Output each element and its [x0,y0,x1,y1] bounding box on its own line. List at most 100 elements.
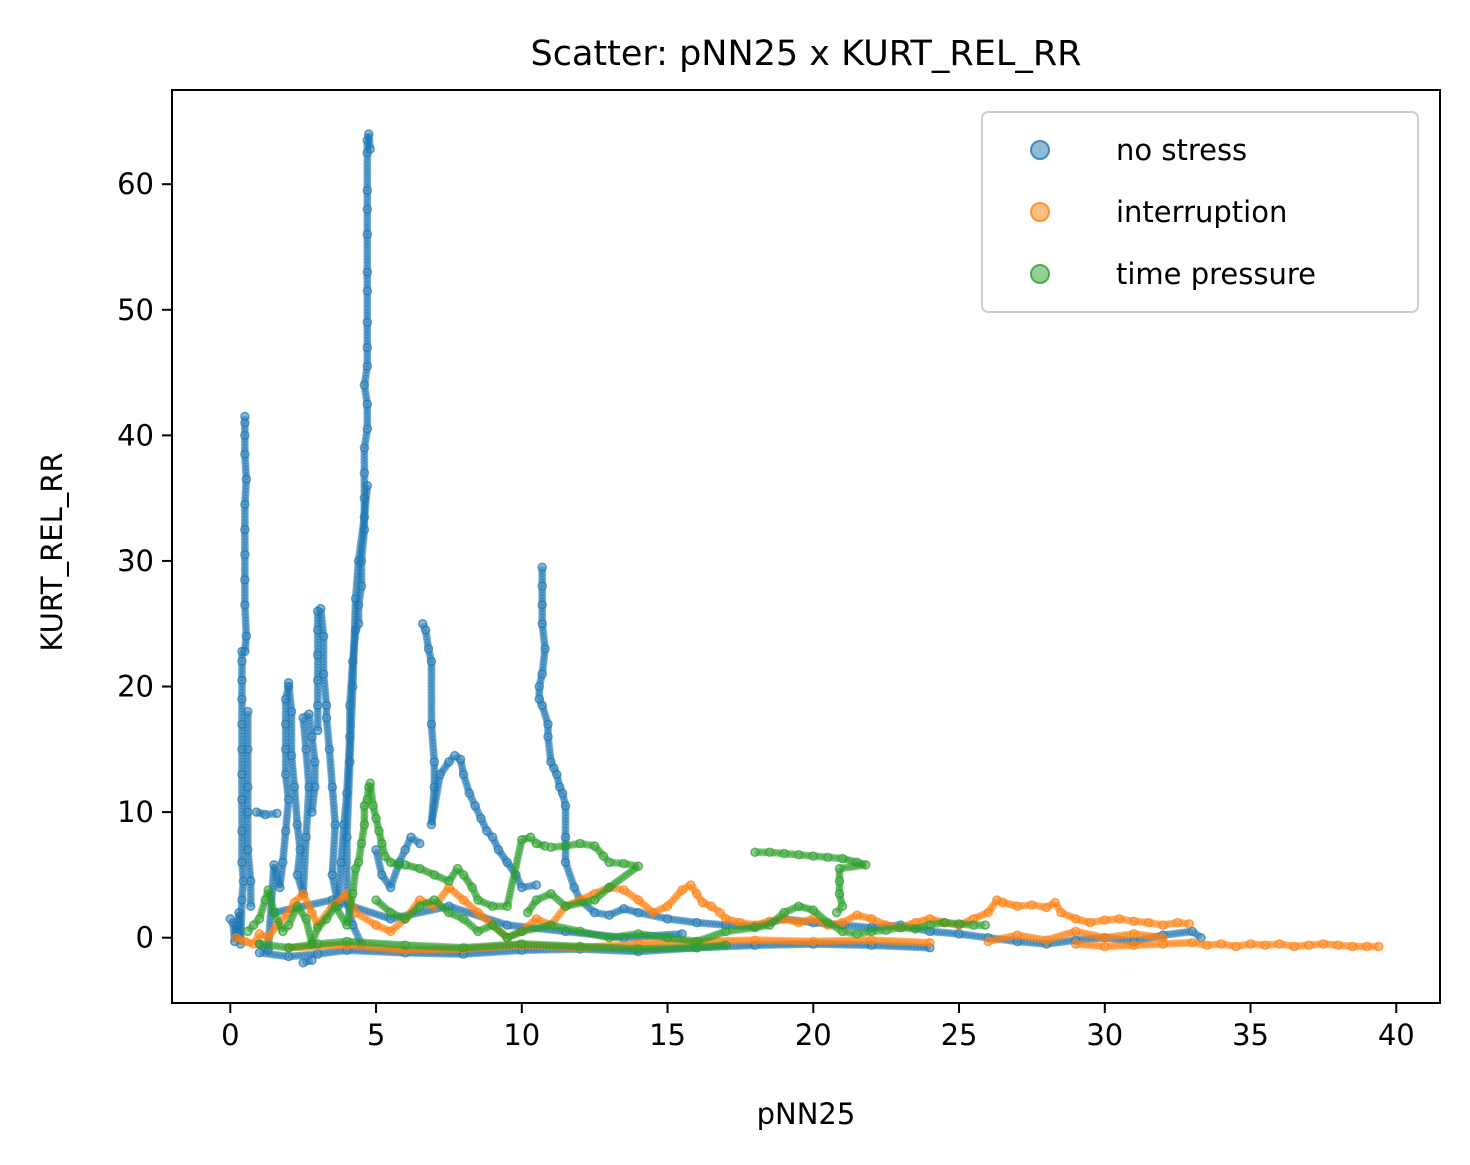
data-point [601,910,610,919]
data-point [322,698,331,707]
data-point [1242,940,1251,949]
data-point [392,860,401,869]
data-point [360,384,369,393]
data-point [322,710,331,719]
data-point [485,830,494,839]
x-tick-label: 0 [221,1018,239,1052]
data-point [528,881,537,890]
data-point [849,929,858,938]
data-point [243,742,252,751]
data-point [551,767,560,776]
data-point [835,905,844,914]
data-point [281,952,290,961]
data-point [544,729,553,738]
data-point [548,761,557,770]
data-point [363,189,372,198]
data-point [1344,942,1353,951]
data-point [1111,915,1120,924]
data-point [977,921,986,930]
data-point [240,434,249,443]
data-point [319,629,328,638]
data-point [243,779,252,788]
data-point [791,850,800,859]
chart-title: Scatter: pNN25 x KURT_REL_RR [530,34,1081,74]
data-point [284,798,293,807]
data-point [310,950,319,959]
data-point [258,809,267,818]
data-point [281,830,290,839]
data-point [1024,901,1033,910]
data-point [1359,942,1368,951]
data-point [616,906,625,915]
data-point [538,616,547,625]
y-tick-label: 20 [117,670,154,704]
data-point [243,842,252,851]
data-point [820,853,829,862]
data-point [1155,920,1164,929]
data-point [239,880,248,889]
data-point [1155,933,1164,942]
data-point [936,919,945,928]
data-point [951,929,960,938]
data-point [1272,940,1281,949]
data-point [557,842,566,851]
data-point [243,804,252,813]
data-point [328,779,337,788]
data-point [538,666,547,675]
data-point [241,604,250,613]
data-point [525,906,534,915]
data-point [1286,941,1295,950]
data-point [922,938,931,947]
data-point [242,635,251,644]
data-point [560,798,569,807]
data-point [631,907,640,916]
data-point [240,503,249,512]
data-point [689,918,698,927]
data-point [1194,931,1203,940]
data-point [538,597,547,606]
data-point [241,453,250,462]
data-point [310,779,319,788]
data-point [365,142,374,151]
x-tick-label: 40 [1378,1018,1415,1052]
data-point [246,924,255,933]
data-point [543,717,552,726]
data-point [360,472,369,481]
data-point [313,704,322,713]
x-axis-label: pNN25 [757,1097,856,1131]
data-point [336,861,345,870]
data-point [343,830,352,839]
y-axis-label: KURT_REL_RR [35,452,69,651]
data-point [363,346,372,355]
data-point [302,748,311,757]
data-point [278,861,287,870]
data-point [238,861,247,870]
data-point [616,859,625,868]
data-point [500,920,509,929]
data-point [310,754,319,763]
data-point [561,830,570,839]
data-point [240,421,249,430]
data-point [1170,919,1179,928]
data-point [1370,942,1379,951]
data-point [1097,916,1106,925]
data-point [1184,927,1193,936]
data-point [536,698,545,707]
data-point [863,928,872,937]
x-tick-label: 20 [795,1018,832,1052]
x-tick-label: 10 [503,1018,540,1052]
data-point [424,641,433,650]
legend: no stress interruption time pressure [981,111,1419,313]
data-point [282,773,291,782]
data-point [1184,938,1193,947]
data-point [412,837,421,846]
data-point [237,899,246,908]
data-point [363,233,372,242]
points-layer [225,129,1384,968]
data-point [293,867,302,876]
data-point [348,679,357,688]
data-point [330,817,339,826]
data-point [1301,941,1310,950]
data-point [922,921,931,930]
